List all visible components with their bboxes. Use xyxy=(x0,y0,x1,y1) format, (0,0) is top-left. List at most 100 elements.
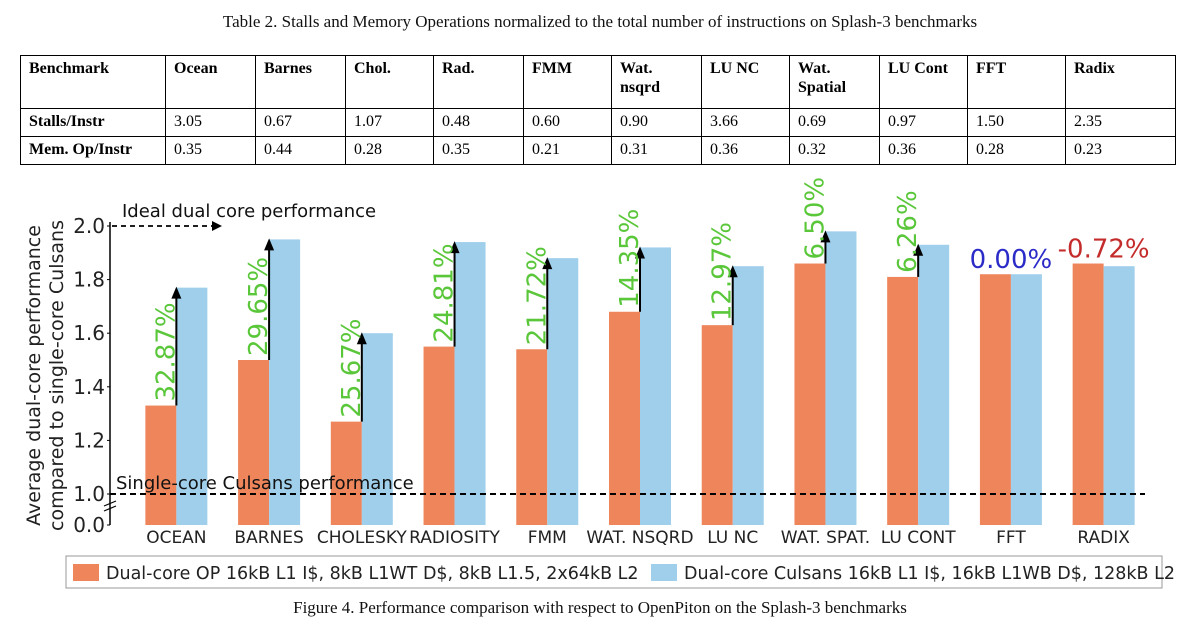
bar-dual-core-op xyxy=(330,421,362,525)
bar-dual-core-culsans xyxy=(547,258,579,525)
improvement-label: 24.81% xyxy=(430,243,460,342)
arrow-head xyxy=(727,265,738,278)
table-header-row: Benchmark Ocean Barnes Chol. Rad. FMM Wat. nsq… xyxy=(20,55,1176,109)
x-tick-label: RADIOSITY xyxy=(409,528,500,548)
table-cell: 0.35 xyxy=(165,136,256,165)
bar-dual-core-op xyxy=(887,276,919,525)
improvement-label: 0.00% xyxy=(970,245,1053,275)
table-header-cell: Ocean xyxy=(165,55,256,109)
table-cell: 0.36 xyxy=(701,136,790,165)
axis-break-mark xyxy=(103,505,117,512)
x-tick-label: WAT. NSQRD xyxy=(586,528,693,548)
table-header-cell: Chol. xyxy=(345,55,434,109)
arrow-head xyxy=(635,246,645,259)
improvement-label: -0.72% xyxy=(1058,235,1150,265)
bar-dual-core-culsans xyxy=(1010,274,1042,525)
y-tick-label: 1.0 xyxy=(73,482,105,506)
table-cell: 1.07 xyxy=(345,108,434,137)
table-header-cell: Radix xyxy=(1065,55,1176,109)
bar-dual-core-op xyxy=(701,325,733,525)
bar-dual-core-op xyxy=(979,274,1011,525)
y-tick-label: 1.2 xyxy=(73,428,105,452)
bar-dual-core-op xyxy=(423,346,455,525)
table-cell: 0.32 xyxy=(789,136,880,165)
arrow-head xyxy=(820,230,831,243)
bar-dual-core-culsans xyxy=(918,244,950,525)
improvement-label: 25.67% xyxy=(337,318,367,417)
x-tick-label: WAT. SPAT. xyxy=(781,528,870,548)
legend-label-op: Dual-core OP 16kB L1 I$, 8kB L1WT D$, 8k… xyxy=(106,564,639,584)
table-cell: 0.23 xyxy=(1065,136,1176,165)
bar-dual-core-op xyxy=(516,349,548,525)
ideal-reference-label: Ideal dual core performance xyxy=(122,201,376,222)
improvement-label: 32.87% xyxy=(151,302,181,401)
table-cell: 0.69 xyxy=(789,108,880,137)
arrow-head xyxy=(171,286,182,299)
bar-dual-core-culsans xyxy=(1103,266,1135,525)
arrow-head xyxy=(913,243,924,256)
table-header-cell: LU Cont xyxy=(879,55,968,109)
table-cell: 2.35 xyxy=(1065,108,1176,137)
table-header-cell: FMM xyxy=(523,55,612,109)
bar-dual-core-culsans xyxy=(176,287,208,525)
y-tick-label: 1.8 xyxy=(73,268,105,292)
legend-box xyxy=(65,555,1163,589)
bar-dual-core-culsans xyxy=(361,333,393,525)
bar-dual-core-culsans xyxy=(269,239,301,525)
bar-dual-core-op xyxy=(794,263,826,525)
table-cell: 0.44 xyxy=(255,136,346,165)
x-tick-label: BARNES xyxy=(234,528,303,548)
y-axis-label: compared to single-core Culsans xyxy=(46,220,68,531)
table-header-cell: FFT xyxy=(967,55,1066,109)
arrow-head xyxy=(356,332,367,345)
table-cell: 0.48 xyxy=(433,108,524,137)
table-cell: 0.31 xyxy=(611,136,702,165)
arrow-head xyxy=(449,241,460,254)
y-tick-label: 1.4 xyxy=(73,375,105,399)
table-cell: 3.66 xyxy=(701,108,790,137)
legend-swatch-culsans xyxy=(651,564,677,581)
table-cell: 0.21 xyxy=(523,136,612,165)
bar-dual-core-culsans xyxy=(640,247,671,525)
table-header-cell: Wat. Spatial xyxy=(789,55,880,109)
bar-dual-core-culsans xyxy=(825,231,857,526)
y-axis-label: Average dual-core performance xyxy=(23,225,45,526)
arrow-head xyxy=(542,257,553,270)
arrow-head xyxy=(264,238,275,251)
arrow-head xyxy=(212,221,222,231)
single-core-reference-label: Single-core Culsans performance xyxy=(116,473,414,494)
x-tick-label: LU CONT xyxy=(881,528,956,548)
table-row: Mem. Op/Instr 0.35 0.44 0.28 0.35 0.21 0.31 0.3… xyxy=(20,136,1176,165)
bar-dual-core-op xyxy=(145,405,177,525)
table-cell: 0.67 xyxy=(255,108,346,137)
improvement-label: 21.72% xyxy=(522,246,552,345)
table-header-cell: Barnes xyxy=(255,55,346,109)
legend-swatch-op xyxy=(73,564,99,581)
y-tick-label: 0.0 xyxy=(73,513,105,537)
improvement-label: 12.97% xyxy=(708,222,738,321)
table-header-cell: Wat. nsqrd xyxy=(611,55,702,109)
x-tick-label: LU NC xyxy=(707,528,758,548)
y-tick-label: 2.0 xyxy=(73,214,105,238)
table-header-cell: Benchmark xyxy=(20,55,166,109)
table-row: Stalls/Instr 3.05 0.67 1.07 0.48 0.60 0.90 3.66… xyxy=(20,108,1176,137)
bar-dual-core-op xyxy=(238,360,270,525)
performance-chart: 0.0 1.0 1.2 1.4 1.6 1.8 2.0 Average dual-core p… xyxy=(23,177,1175,589)
table-cell: 0.28 xyxy=(967,136,1066,165)
axis-break-mark xyxy=(103,500,117,507)
x-tick-label: CHOLESKY xyxy=(317,528,408,548)
x-tick-label: FMM xyxy=(528,528,567,548)
table-cell: 0.97 xyxy=(879,108,968,137)
table-cell: 3.05 xyxy=(165,108,256,137)
y-tick-label: 1.6 xyxy=(73,321,105,345)
legend-label-culsans: Dual-core Culsans 16kB L1 I$, 16kB L1WB … xyxy=(684,564,1175,584)
bar-dual-core-op xyxy=(609,311,640,525)
table-cell: 0.60 xyxy=(523,108,612,137)
table-header-cell: Rad. xyxy=(433,55,524,109)
improvement-label: 14.35% xyxy=(615,209,645,308)
bar-dual-core-culsans xyxy=(732,266,764,525)
bar-dual-core-op xyxy=(1072,263,1104,525)
table-cell: 0.35 xyxy=(433,136,524,165)
benchmark-table: Benchmark Ocean Barnes Chol. Rad. FMM Wat. nsq… xyxy=(20,55,1176,165)
improvement-label: 29.65% xyxy=(244,257,274,356)
